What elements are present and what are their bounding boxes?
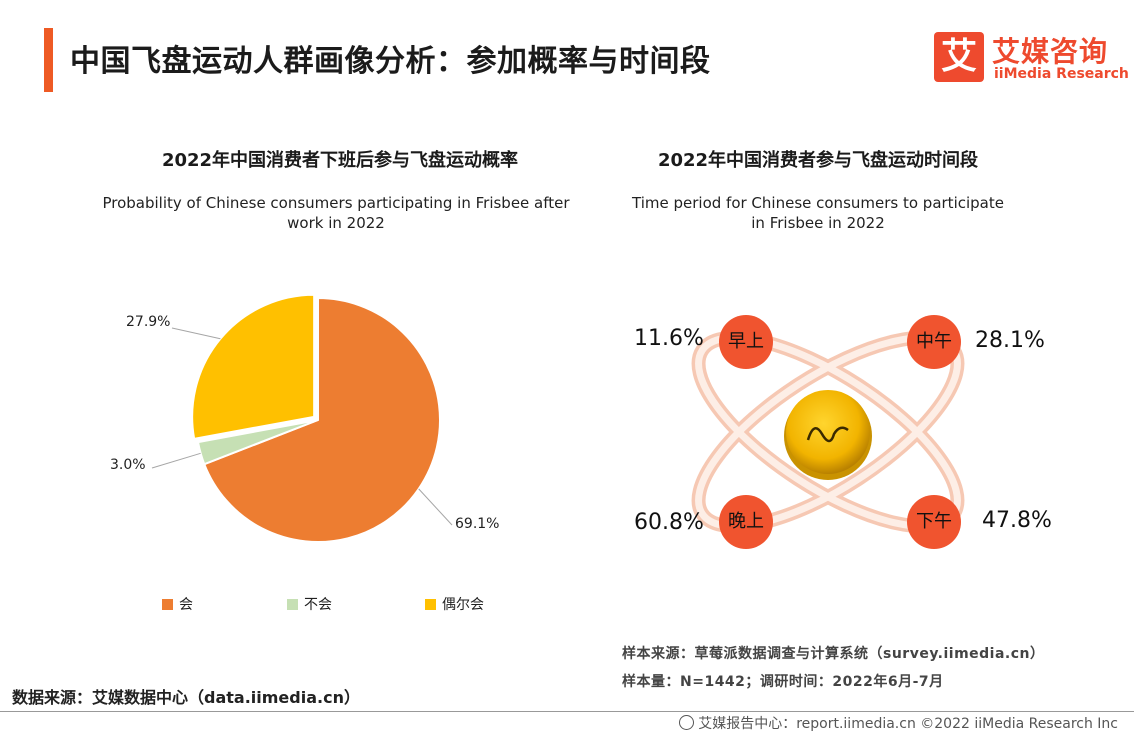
footer-divider <box>0 711 1134 712</box>
time-chart-subtitle: Time period for Chinese consumers to par… <box>600 193 1036 233</box>
pie-label-buhui: 3.0% <box>110 457 146 473</box>
legend-swatch-hui <box>162 598 173 610</box>
value-afternoon: 47.8% <box>982 508 1052 533</box>
legend-item-hui: 会 <box>162 594 193 614</box>
globe-icon <box>679 715 695 730</box>
footer-text: 艾媒报告中心：report.iimedia.cn ©2022 iiMedia R… <box>698 716 1118 732</box>
page-title: 中国飞盘运动人群画像分析：参加概率与时间段 <box>70 44 711 79</box>
node-evening: 晚上 <box>719 495 773 549</box>
logo-en-text: iiMedia Research <box>994 66 1129 82</box>
pie-leader-line-2 <box>171 327 221 340</box>
node-morning: 早上 <box>719 315 773 369</box>
time-chart-title: 2022年中国消费者参与飞盘运动时间段 <box>657 150 979 171</box>
logo-cn-text: 艾媒咨询 <box>992 35 1109 68</box>
legend-label-hui: 会 <box>179 597 193 613</box>
pie-chart-subtitle-line1: Probability of Chinese consumers partici… <box>102 194 570 212</box>
data-source: 数据来源：艾媒数据中心（data.iimedia.cn） <box>12 688 360 707</box>
pie-slice-ouerhui <box>191 293 316 441</box>
node-noon: 中午 <box>907 315 961 369</box>
time-chart-subtitle-line1: Time period for Chinese consumers to par… <box>632 194 1004 212</box>
value-morning: 11.6% <box>634 326 704 351</box>
sample-size: 样本量：N=1442；调研时间：2022年6月-7月 <box>622 674 944 690</box>
time-chart-subtitle-line2: in Frisbee in 2022 <box>751 214 885 232</box>
frisbee-icon <box>786 390 870 474</box>
legend-swatch-ouerhui <box>425 598 436 610</box>
pie-chart-subtitle-line2: work in 2022 <box>287 214 385 232</box>
pie-label-hui: 69.1% <box>455 516 500 532</box>
legend-label-buhui: 不会 <box>304 597 332 613</box>
logo-mark: 艾 <box>934 32 984 82</box>
value-noon: 28.1% <box>975 328 1045 353</box>
value-evening: 60.8% <box>634 510 704 535</box>
pie-label-ouerhui: 27.9% <box>126 314 171 330</box>
pie-leader-line-1 <box>151 452 201 469</box>
title-accent-bar <box>44 28 53 92</box>
pie-slice-hui <box>202 296 441 543</box>
pie-leader-line-0 <box>418 488 453 526</box>
footer: 艾媒报告中心：report.iimedia.cn ©2022 iiMedia R… <box>679 713 1118 733</box>
pie-chart-title: 2022年中国消费者下班后参与飞盘运动概率 <box>161 150 519 171</box>
legend-item-ouerhui: 偶尔会 <box>425 594 484 614</box>
legend-swatch-buhui <box>287 598 298 610</box>
pie-chart-subtitle: Probability of Chinese consumers partici… <box>60 193 612 233</box>
iimedia-logo: 艾 艾媒咨询 iiMedia Research <box>934 30 1129 86</box>
frisbee-graphic-mark <box>806 426 849 443</box>
legend-label-ouerhui: 偶尔会 <box>442 597 484 613</box>
sample-source: 样本来源：草莓派数据调查与计算系统（survey.iimedia.cn） <box>622 646 1045 662</box>
pie-chart <box>151 293 453 543</box>
legend-item-buhui: 不会 <box>287 594 332 614</box>
node-afternoon: 下午 <box>907 495 961 549</box>
